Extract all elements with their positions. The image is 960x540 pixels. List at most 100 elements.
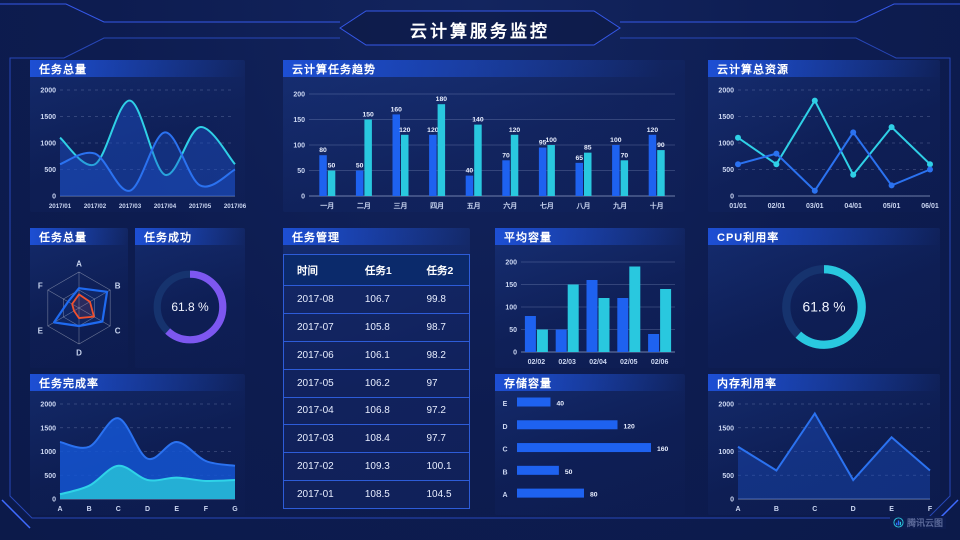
table-header: 时间 任务1 任务2 [284,255,469,286]
svg-text:十月: 十月 [650,201,664,210]
svg-text:50: 50 [565,469,573,476]
cpu-usage-gauge: 61.8 % [708,246,940,368]
svg-text:50: 50 [509,327,517,334]
panel-title: 任务管理 [292,231,340,244]
svg-text:150: 150 [293,117,305,124]
svg-text:02/06: 02/06 [651,359,669,366]
svg-text:120: 120 [647,127,659,134]
svg-text:180: 180 [436,96,448,103]
svg-text:G: G [232,506,238,513]
svg-text:1000: 1000 [40,141,56,148]
svg-text:100: 100 [545,137,557,144]
svg-text:2017/02: 2017/02 [84,203,107,210]
svg-text:A: A [57,506,62,513]
panel-header: 任务完成率 [30,374,245,391]
svg-text:E: E [174,506,179,513]
svg-text:D: D [145,506,150,513]
svg-text:三月: 三月 [394,202,408,210]
svg-text:F: F [204,506,209,513]
svg-text:61.8 %: 61.8 % [171,300,209,314]
svg-text:200: 200 [505,260,517,267]
completion-area-chart: 0 500 1000 1500 2000 A B C D E F G [30,392,245,515]
svg-text:二月: 二月 [357,202,371,210]
svg-text:03/01: 03/01 [806,203,824,210]
svg-text:40: 40 [466,168,474,175]
svg-text:B: B [502,469,507,476]
panel-title: 任务总量 [39,63,87,76]
svg-text:2000: 2000 [40,402,56,409]
svg-text:02/05: 02/05 [620,359,638,366]
svg-text:1500: 1500 [718,425,734,432]
svg-text:0: 0 [301,194,305,201]
panel-header: 内存利用率 [708,374,940,391]
svg-text:120: 120 [624,423,636,430]
table-row: 2017-01 108.5 104.5 [284,481,469,508]
panel-header: 平均容量 [495,228,685,245]
svg-text:150: 150 [362,112,374,119]
svg-text:1500: 1500 [718,114,734,121]
table-row: 2017-06 106.1 98.2 [284,341,469,370]
task-success-gauge: 61.8 % [135,246,245,368]
svg-text:D: D [502,424,507,431]
svg-text:2000: 2000 [718,402,734,409]
svg-text:一月: 一月 [320,202,334,210]
panel-title: 云计算任务趋势 [292,63,376,76]
svg-text:02/03: 02/03 [558,359,576,366]
table-row: 2017-03 108.4 97.7 [284,425,469,454]
svg-text:100: 100 [293,143,305,150]
panel-title: 存储容量 [504,377,552,390]
memory-line-chart: 0 500 1000 1500 2000 A B C D E F [708,392,940,515]
storage-hbar-chart: E 40 D 120 C 160 B 50 A 80 [495,392,685,515]
svg-text:0: 0 [730,194,734,201]
panel-title: 任务总量 [39,231,87,244]
svg-text:02/04: 02/04 [589,359,607,366]
svg-text:B: B [115,282,121,291]
svg-text:50: 50 [356,163,364,170]
svg-text:80: 80 [319,147,327,154]
svg-text:06/01: 06/01 [921,203,939,210]
svg-text:2017/05: 2017/05 [189,203,212,210]
panel-task-trend: 云计算任务趋势 0 50 100 150 200 一月 80 50 二月 50 150 三月 160 12… [283,60,685,212]
svg-text:2017/03: 2017/03 [119,203,142,210]
table-row: 2017-08 106.7 99.8 [284,286,469,314]
panel-title: 云计算总资源 [717,63,789,76]
svg-text:02/01: 02/01 [768,203,786,210]
svg-text:1000: 1000 [718,141,734,148]
svg-text:500: 500 [44,473,56,480]
panel-header: 任务总量 [30,60,245,77]
svg-text:C: C [115,326,121,335]
svg-text:2000: 2000 [718,88,734,95]
svg-text:500: 500 [44,167,56,174]
panel-cloud-resource: 云计算总资源 0 500 1000 1500 2000 01/01 02/01 03/01 04… [708,60,940,212]
svg-text:0: 0 [52,194,56,201]
svg-text:D: D [851,506,856,513]
svg-text:七月: 七月 [540,201,554,210]
table-row: 2017-04 106.8 97.2 [284,397,469,426]
svg-text:六月: 六月 [503,201,517,210]
svg-text:1000: 1000 [40,449,56,456]
panel-task-success: 任务成功 61.8 % [135,228,245,368]
svg-text:A: A [76,259,82,268]
panel-header: 任务管理 [283,228,470,245]
svg-text:1500: 1500 [40,114,56,121]
svg-text:100: 100 [505,305,517,312]
panel-title: 内存利用率 [717,377,777,390]
svg-text:2017/06: 2017/06 [224,203,247,210]
task-radar-chart: A B C D E F [30,246,128,368]
svg-text:C: C [502,447,507,454]
svg-text:0: 0 [730,497,734,504]
svg-text:F: F [38,282,43,291]
svg-text:2017/01: 2017/01 [49,203,72,210]
panel-header: 云计算总资源 [708,60,940,77]
page-title: 云计算服务监控 [410,22,550,41]
svg-text:五月: 五月 [467,202,481,210]
brand-name: 腾讯云图 [906,518,943,528]
svg-text:八月: 八月 [576,202,591,210]
svg-text:2017/04: 2017/04 [154,203,177,210]
panel-title: 平均容量 [504,231,552,244]
svg-text:500: 500 [722,473,734,480]
panel-cpu-usage: CPU利用率 61.8 % [708,228,940,368]
svg-text:40: 40 [557,401,565,408]
panel-task-radar: 任务总量 A B C D E F [30,228,128,368]
